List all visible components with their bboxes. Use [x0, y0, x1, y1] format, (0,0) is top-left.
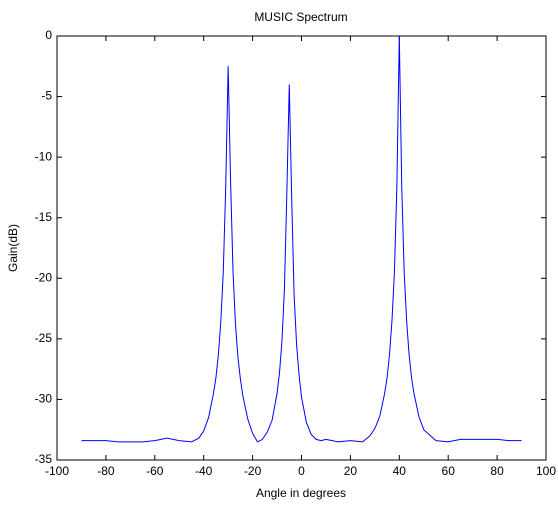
- x-tick-label: -100: [45, 464, 69, 478]
- y-tick-label: -10: [35, 149, 53, 163]
- y-tick-label: -15: [35, 210, 53, 224]
- x-tick-label: -80: [97, 464, 115, 478]
- x-tick-label: 0: [298, 464, 305, 478]
- y-tick-label: -35: [35, 452, 53, 466]
- x-tick-label: -20: [244, 464, 262, 478]
- y-tick-label: -20: [35, 270, 53, 284]
- x-tick-label: 20: [344, 464, 358, 478]
- y-tick-label: 0: [45, 28, 52, 42]
- x-axis-label: Angle in degrees: [256, 486, 346, 500]
- y-axis-label: Gain(dB): [6, 224, 20, 272]
- data-line: [81, 35, 522, 443]
- x-tick-label: 80: [490, 464, 504, 478]
- x-tick-label: -40: [195, 464, 213, 478]
- x-tick-label: 60: [442, 464, 456, 478]
- x-tick-label: 40: [393, 464, 407, 478]
- y-tick-label: -5: [41, 89, 52, 103]
- y-tick-label: -25: [35, 331, 53, 345]
- x-tick-label: -60: [146, 464, 164, 478]
- y-tick-label: -30: [35, 392, 53, 406]
- chart-title: MUSIC Spectrum: [254, 10, 347, 24]
- x-tick-label: 100: [536, 464, 556, 478]
